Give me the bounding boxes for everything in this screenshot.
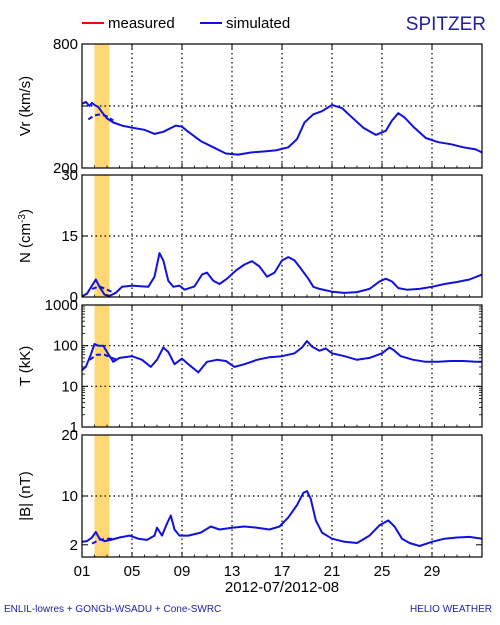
panel-4: 2 10 20 |B| (nT) xyxy=(17,427,483,558)
y-tick-label: 1 xyxy=(70,419,78,436)
x-tick-label: 17 xyxy=(274,563,291,580)
legend-measured-label: measured xyxy=(108,15,175,32)
legend-simulated-label: simulated xyxy=(226,15,290,32)
y-tick-label: 10 xyxy=(61,378,78,395)
y-tick-label: 0 xyxy=(70,289,78,306)
x-axis-label: 2012-07/2012-08 xyxy=(225,579,339,596)
series-simulated-dashed xyxy=(91,285,115,294)
series-simulated xyxy=(81,340,482,374)
series-simulated xyxy=(81,252,483,298)
panel-2: 0 15 30 N (cm-3) xyxy=(17,167,483,306)
y-axis-label: Vr (km/s) xyxy=(17,76,34,136)
y-tick-label: 2 xyxy=(70,537,78,554)
highlight-band xyxy=(94,435,110,557)
y-tick-label: 800 xyxy=(53,36,78,53)
x-tick-label: 21 xyxy=(324,563,341,580)
x-tick-label: 01 xyxy=(74,563,91,580)
series-simulated-dashed xyxy=(87,113,114,122)
y-tick-label: 15 xyxy=(61,228,78,245)
y-axis-label-superscript: -3 xyxy=(17,214,28,223)
x-tick-label: 09 xyxy=(174,563,191,580)
panels-group: 200 800 Vr (km/s) 0 15 30 N (cm-3) 1 10 100 1000 T … xyxy=(17,36,483,558)
series-simulated xyxy=(81,100,483,156)
x-tick-label: 05 xyxy=(124,563,141,580)
footer-brand-label: HELIO WEATHER xyxy=(409,604,492,615)
x-tick-label: 13 xyxy=(224,563,241,580)
y-tick-label: 1000 xyxy=(45,297,78,314)
x-tick-label: 25 xyxy=(374,563,391,580)
y-axis-label: T (kK) xyxy=(17,346,34,387)
spacecraft-title: SPITZER xyxy=(406,14,486,35)
highlight-band xyxy=(94,305,110,427)
y-tick-label: 20 xyxy=(61,427,78,444)
y-axis-label: N (cm-3) xyxy=(17,209,35,263)
series-simulated-dashed xyxy=(91,537,115,545)
panel-3: 1 10 100 1000 T (kK) xyxy=(17,297,483,436)
y-tick-label: 10 xyxy=(61,488,78,505)
highlight-band xyxy=(94,44,110,168)
x-tick-label: 29 xyxy=(424,563,441,580)
y-tick-label: 30 xyxy=(61,167,78,184)
series-simulated-dashed xyxy=(88,353,118,361)
panel-1: 200 800 Vr (km/s) xyxy=(17,36,483,177)
x-tick-labels: 01 05 09 13 17 21 25 29 xyxy=(74,563,441,580)
y-tick-label: 200 xyxy=(53,160,78,177)
highlight-band xyxy=(94,175,110,297)
y-tick-label: 100 xyxy=(53,338,78,355)
footer-model-label: ENLIL-lowres + GONGb-WSADU + Cone-SWRC xyxy=(4,604,222,615)
y-axis-label: |B| (nT) xyxy=(17,471,34,520)
series-simulated xyxy=(81,490,483,547)
